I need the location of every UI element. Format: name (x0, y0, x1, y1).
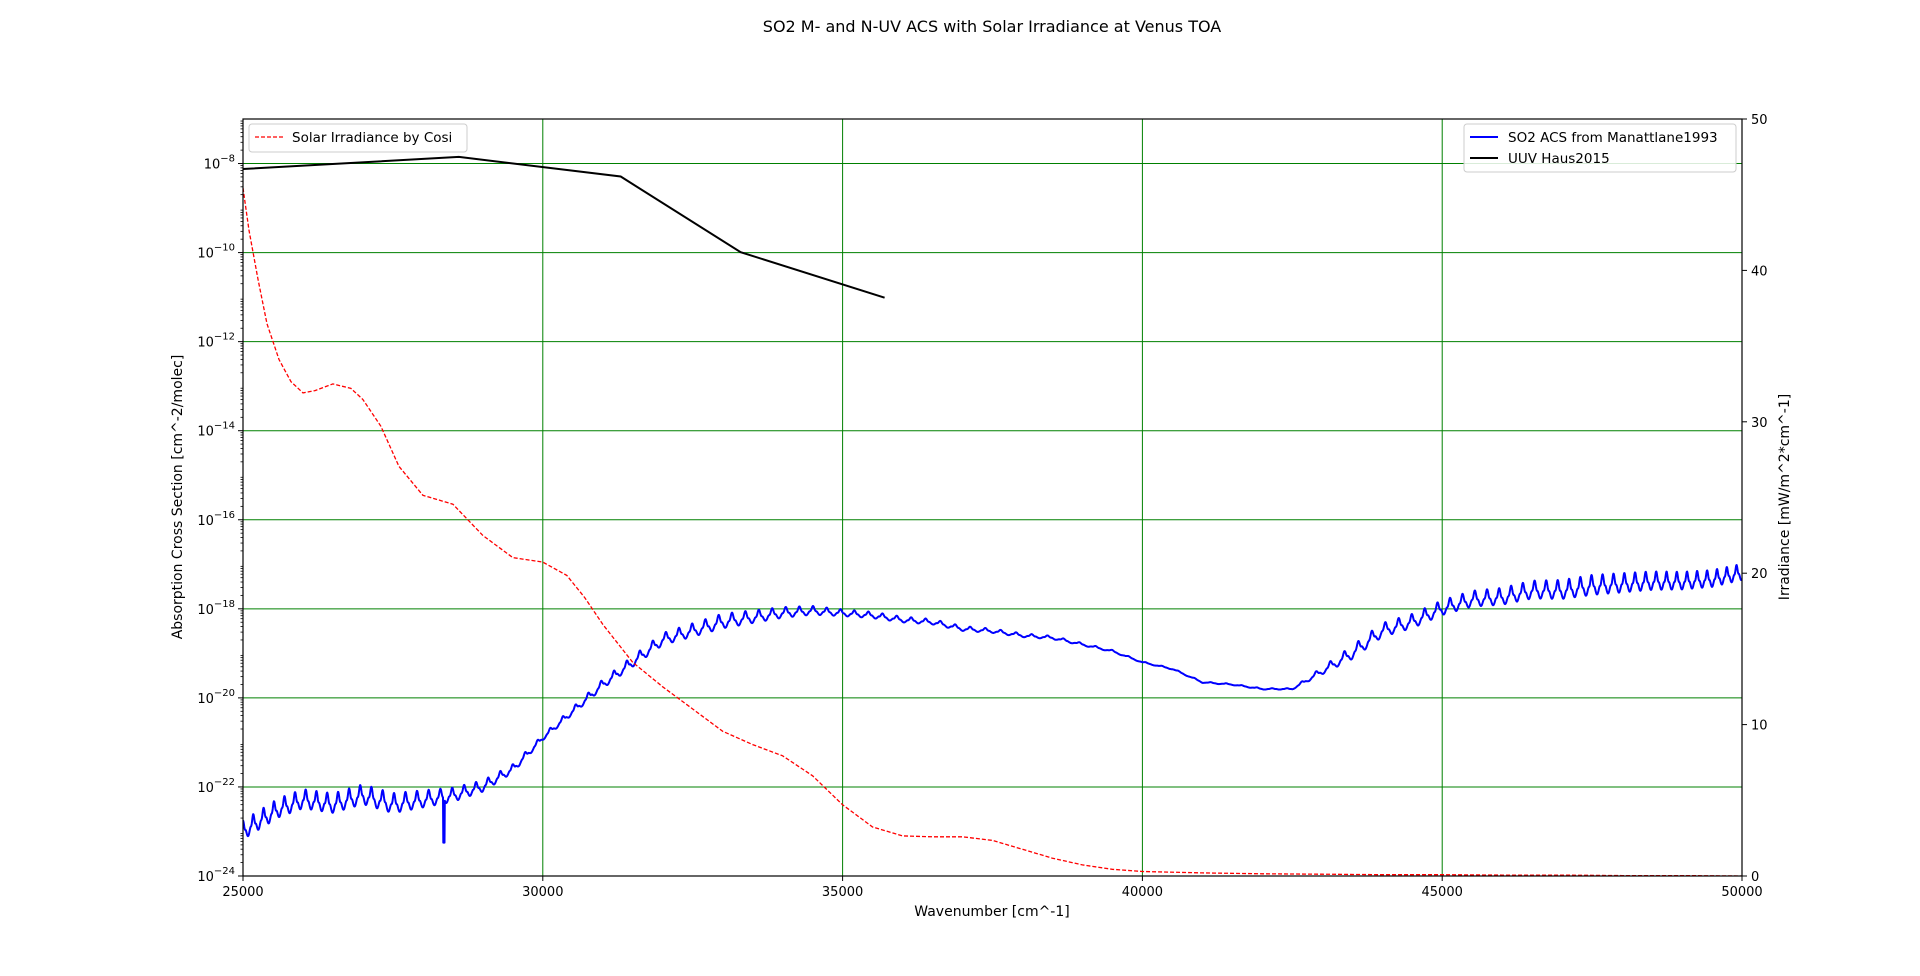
y-right-tick-label: 40 (1751, 264, 1768, 279)
y-left-tick-label: 10−10 (197, 243, 235, 262)
y-left-tick-label: 10−22 (197, 777, 235, 796)
y-left-tick-label: 10−8 (204, 154, 235, 173)
y-axis-right: 0 10 20 30 40 50 (1742, 113, 1768, 885)
x-tick-label: 45000 (1422, 885, 1463, 900)
y-axis-left-label: Absorption Cross Section [cm^-2/molec] (170, 355, 186, 640)
y-axis-left: 10−24 10−22 10−20 10−18 10−16 10−14 10−12 10−10… (197, 120, 243, 885)
y-right-tick-label: 10 (1751, 719, 1768, 734)
y-left-tick-label: 10−16 (197, 510, 235, 529)
x-tick-label: 35000 (822, 885, 863, 900)
y-left-tick-label: 10−20 (197, 688, 235, 707)
y-axis-right-label: Irradiance [mW/m^2*cm^-1] (1777, 394, 1793, 600)
y-right-tick-label: 0 (1751, 870, 1759, 885)
y-right-tick-label: 20 (1751, 567, 1768, 582)
y-right-tick-label: 50 (1751, 113, 1768, 128)
y-left-tick-label: 10−18 (197, 599, 235, 618)
x-tick-label: 30000 (522, 885, 563, 900)
x-tick-label: 40000 (1122, 885, 1163, 900)
series-line-solar-irradiance (243, 187, 1742, 876)
x-tick-label: 50000 (1721, 885, 1762, 900)
y-left-tick-label: 10−12 (197, 332, 235, 351)
y-left-tick-label: 10−14 (197, 421, 235, 440)
chart-title: SO2 M- and N-UV ACS with Solar Irradianc… (763, 17, 1221, 36)
legend-upper-left: Solar Irradiance by Cosi (248, 123, 468, 153)
legend-upper-right: SO2 ACS from Manattlane1993 UUV Haus2015 (1463, 123, 1737, 173)
y-left-tick-label: 10−24 (197, 866, 235, 885)
x-axis: 25000 30000 35000 40000 45000 50000 (222, 876, 1763, 900)
series-line-so2-acs (243, 564, 1742, 844)
x-tick-label: 25000 (222, 885, 263, 900)
legend-solar-label: Solar Irradiance by Cosi (292, 130, 452, 146)
y-right-tick-label: 30 (1751, 416, 1768, 431)
plot-area (243, 155, 1742, 876)
x-axis-label: Wavenumber [cm^-1] (914, 904, 1069, 920)
plot-frame (242, 118, 1743, 877)
series-line-uuv-haus2015 (243, 155, 885, 299)
grid-lines (243, 119, 1742, 876)
legend-uuv-label: UUV Haus2015 (1508, 151, 1610, 167)
legend-so2-label: SO2 ACS from Manattlane1993 (1508, 130, 1718, 146)
